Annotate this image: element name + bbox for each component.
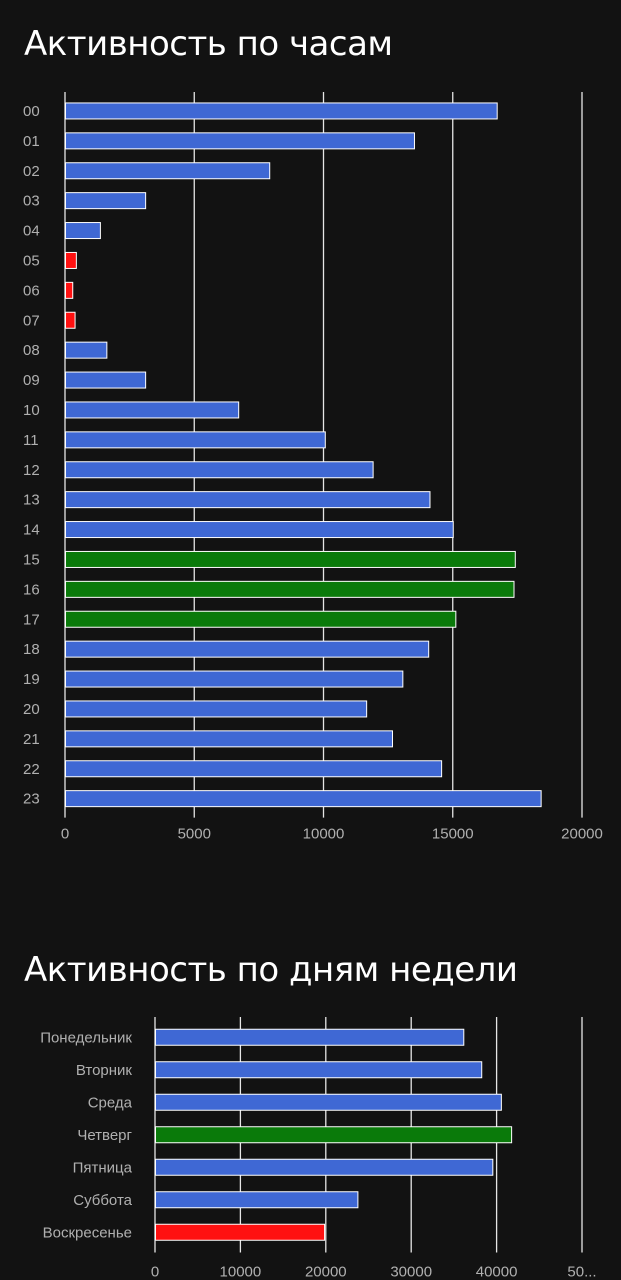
bar [155, 1191, 359, 1209]
category-label: 00 [23, 103, 40, 120]
bar [155, 1126, 513, 1144]
category-label: 06 [23, 282, 40, 299]
bar [65, 790, 542, 808]
x-tick-label: 20000 [561, 826, 603, 843]
bar [65, 580, 515, 598]
category-label: 04 [23, 223, 40, 240]
category-label: 03 [23, 193, 40, 210]
bar [65, 102, 498, 120]
weekday-activity-chart: 0 10000 20000 30000 40000 50... Понедельник Вто… [40, 1017, 597, 1280]
bar [65, 341, 108, 359]
bar [65, 251, 77, 269]
category-label: 22 [23, 761, 40, 778]
category-label: 10 [23, 402, 40, 419]
bar [65, 311, 76, 329]
bar [65, 132, 415, 150]
bar [155, 1158, 494, 1176]
category-label: 16 [23, 581, 40, 598]
bar [65, 461, 374, 479]
bar [65, 491, 431, 509]
category-label: 17 [23, 611, 40, 628]
x-tick-label: 50... [567, 1264, 596, 1280]
bar [65, 192, 147, 210]
bar [65, 431, 326, 449]
bar [155, 1093, 502, 1111]
category-label: Четверг [77, 1127, 132, 1144]
category-label: 02 [23, 163, 40, 180]
x-tick-label: 20000 [305, 1264, 347, 1280]
bar [65, 371, 147, 389]
bar [155, 1028, 465, 1046]
hours-activity-chart: 0 5000 10000 15000 20000 00 01 02 03 04 05 06 07 08 09… [23, 92, 603, 843]
x-tick-label: 5000 [178, 826, 211, 843]
category-label: Пятница [73, 1159, 133, 1176]
category-label: Понедельник [40, 1029, 132, 1046]
bar [65, 281, 74, 299]
category-label: 20 [23, 701, 40, 718]
category-label: 19 [23, 671, 40, 688]
category-label: 11 [23, 432, 39, 449]
x-tick-label: 15000 [432, 826, 474, 843]
category-label: 13 [23, 492, 40, 509]
category-label: Воскресенье [43, 1224, 132, 1241]
x-tick-label: 10000 [220, 1264, 262, 1280]
category-label: 07 [23, 312, 40, 329]
category-label: 23 [23, 791, 40, 808]
bar [65, 222, 101, 240]
category-label: 12 [23, 462, 40, 479]
bar [65, 760, 443, 778]
category-label: 15 [23, 551, 40, 568]
category-label: 14 [23, 522, 40, 539]
x-tick-label: 30000 [390, 1264, 432, 1280]
category-label: Среда [88, 1094, 133, 1111]
bar [65, 610, 457, 628]
bar [155, 1223, 326, 1241]
bar [65, 700, 368, 718]
category-label: 21 [23, 731, 40, 748]
x-tick-label: 10000 [303, 826, 345, 843]
x-tick-label: 0 [61, 826, 69, 843]
category-label: Суббота [73, 1192, 132, 1209]
category-label: 09 [23, 372, 40, 389]
category-label: 01 [23, 133, 40, 150]
bar [155, 1061, 483, 1079]
category-label: 05 [23, 252, 40, 269]
bar [65, 521, 454, 539]
category-label: 18 [23, 641, 40, 658]
bar [65, 162, 271, 180]
bar [65, 401, 240, 419]
hours-activity-title: Активность по часам [24, 24, 393, 64]
bar [65, 550, 516, 568]
bar [65, 670, 404, 688]
bar [65, 730, 394, 748]
category-label: Вторник [76, 1062, 133, 1079]
bar [65, 640, 430, 658]
weekday-activity-title: Активность по дням недели [24, 950, 518, 990]
category-label: 08 [23, 342, 40, 359]
x-tick-label: 40000 [476, 1264, 518, 1280]
x-tick-label: 0 [151, 1264, 159, 1280]
